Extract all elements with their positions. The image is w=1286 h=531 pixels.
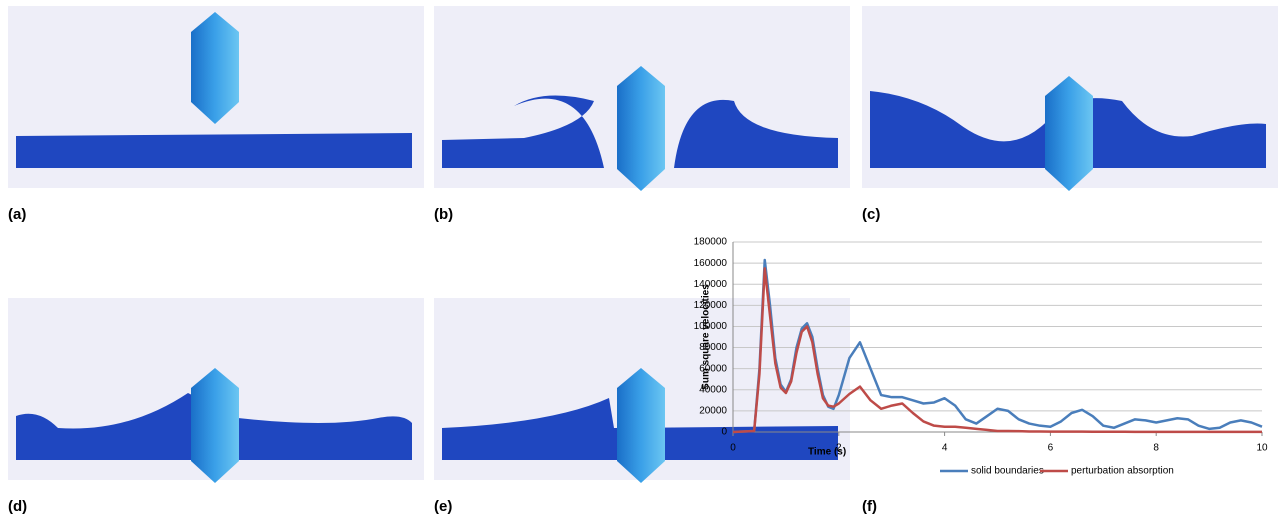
panel-label: (f) xyxy=(862,498,877,515)
x-axis-label: Time (s) xyxy=(808,447,846,458)
y-axis-label: Sum square velocities xyxy=(701,284,712,390)
water xyxy=(16,133,412,168)
y-tick-label: 0 xyxy=(721,427,727,438)
legend-label: perturbation absorption xyxy=(1071,466,1174,477)
panel-label: (c) xyxy=(862,206,880,223)
x-tick-label: 4 xyxy=(942,443,948,454)
x-tick-label: 8 xyxy=(1153,443,1159,454)
prism xyxy=(191,368,239,483)
y-tick-label: 180000 xyxy=(694,237,728,248)
prism xyxy=(617,368,665,483)
x-tick-label: 6 xyxy=(1048,443,1054,454)
y-tick-label: 20000 xyxy=(699,406,727,417)
panel-label: (e) xyxy=(434,498,452,515)
panel-label: (a) xyxy=(8,206,26,223)
figure: (a)(b)(c)(d)(e)(f)0200004000060000800001… xyxy=(0,0,1286,526)
prism xyxy=(1045,76,1093,191)
x-tick-label: 0 xyxy=(730,443,736,454)
y-tick-label: 160000 xyxy=(694,258,728,269)
x-tick-label: 10 xyxy=(1256,443,1268,454)
panel-label: (b) xyxy=(434,206,453,223)
panel-label: (d) xyxy=(8,498,27,515)
prism xyxy=(191,12,239,124)
legend-label: solid boundaries xyxy=(971,466,1044,477)
prism xyxy=(617,66,665,191)
